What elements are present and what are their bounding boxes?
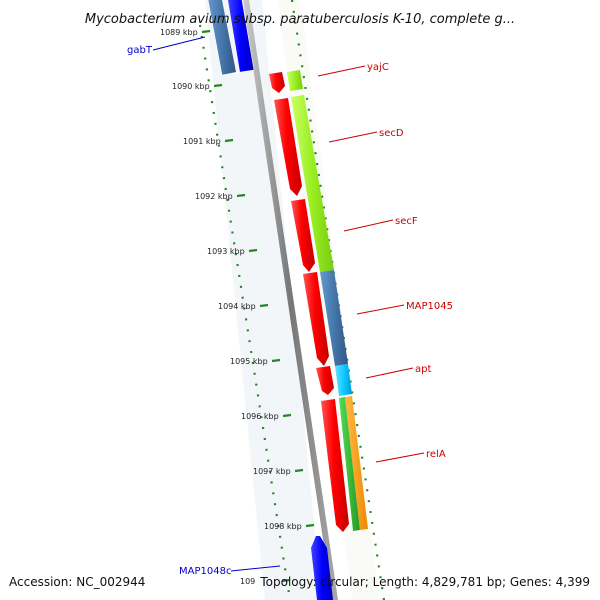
relA-label-leader bbox=[375, 452, 425, 463]
MAP1045-gene-label[interactable]: MAP1045 bbox=[406, 301, 453, 312]
kbp-tick-label: 1094 kbp bbox=[218, 302, 256, 311]
outer-dotted-ring-left bbox=[198, 24, 292, 600]
gabT-label-leader bbox=[152, 36, 206, 51]
relA-gene-arrow bbox=[321, 399, 349, 532]
kbp-scale: 1089 kbp 1090 kbp 1091 kbp 1092 kbp 1093 kbp… bbox=[160, 28, 315, 586]
kbp-tick-mark bbox=[294, 468, 304, 473]
genome-title: Mycobacterium avium subsp. paratuberculo… bbox=[85, 12, 515, 27]
MAP1045-label-leader bbox=[356, 304, 405, 315]
yajC-cog-block bbox=[287, 70, 303, 91]
secD-gene-arrow bbox=[274, 98, 302, 196]
relA-cog-block-green bbox=[339, 397, 360, 531]
yajC-gene-arrow bbox=[269, 72, 285, 93]
gene-labels: gabT yajC secD secF MAP1045 apt relA MAP1048c bbox=[127, 36, 453, 577]
gabT-gene-steel bbox=[208, 0, 236, 75]
secD-gene-label[interactable]: secD bbox=[379, 128, 404, 139]
kbp-tick-mark bbox=[259, 303, 269, 308]
MAP1048c-label-leader bbox=[230, 565, 281, 572]
kbp-tick-mark bbox=[282, 413, 292, 418]
kbp-tick-label: 1096 kbp bbox=[241, 412, 279, 421]
secF-gene-arrow bbox=[291, 199, 315, 272]
kbp-tick-mark bbox=[281, 578, 291, 583]
gabT-gene-outline bbox=[207, 0, 255, 76]
MAP1048c-gene-arrow bbox=[311, 536, 333, 600]
track-band-left bbox=[205, 0, 322, 600]
accession-label: Accession: NC_002944 bbox=[9, 575, 145, 589]
yajC-gene-label[interactable]: yajC bbox=[367, 62, 389, 73]
apt-label-leader bbox=[365, 367, 414, 379]
kbp-tick-mark bbox=[224, 138, 234, 143]
MAP1045-gene-arrow bbox=[303, 272, 329, 366]
MAP1048c-gene-label[interactable]: MAP1048c bbox=[179, 566, 231, 577]
secD-secF-cog-block bbox=[291, 95, 334, 272]
kbp-tick-label: 1092 kbp bbox=[195, 192, 233, 201]
gabT-gene-blue bbox=[228, 0, 254, 72]
secD-label-leader bbox=[328, 131, 378, 143]
relA-cog-block-orange bbox=[345, 396, 368, 530]
kbp-tick-label: 1097 kbp bbox=[253, 467, 291, 476]
secF-label-leader bbox=[343, 219, 394, 232]
kbp-tick-label: 1093 kbp bbox=[207, 247, 245, 256]
apt-gene-label[interactable]: apt bbox=[415, 364, 431, 375]
topology-label: Topology: circular; Length: 4,829,781 bp… bbox=[259, 575, 590, 589]
kbp-tick-label: 1095 kbp bbox=[230, 357, 268, 366]
kbp-tick-mark bbox=[201, 29, 211, 34]
kbp-tick-label: 1091 kbp bbox=[183, 137, 221, 146]
kbp-tick-label: 1098 kbp bbox=[264, 522, 302, 531]
MAP1045-cog-block bbox=[320, 270, 348, 366]
kbp-tick-label: 1089 kbp bbox=[160, 28, 198, 37]
relA-gene-label[interactable]: relA bbox=[426, 449, 446, 460]
kbp-tick-mark bbox=[236, 193, 246, 198]
kbp-tick-mark bbox=[213, 83, 223, 88]
yajC-label-leader bbox=[317, 65, 366, 77]
secF-gene-label[interactable]: secF bbox=[395, 216, 418, 227]
gabT-gene-label[interactable]: gabT bbox=[127, 45, 153, 56]
apt-cog-block bbox=[335, 364, 352, 396]
kbp-tick-label: 1090 kbp bbox=[172, 82, 210, 91]
kbp-tick-mark bbox=[305, 523, 315, 528]
kbp-tick-mark bbox=[271, 358, 281, 363]
backbone-line bbox=[243, 0, 338, 600]
apt-gene-arrow bbox=[316, 366, 334, 395]
kbp-tick-label: 109 bbox=[240, 577, 255, 586]
kbp-tick-mark bbox=[248, 248, 258, 253]
